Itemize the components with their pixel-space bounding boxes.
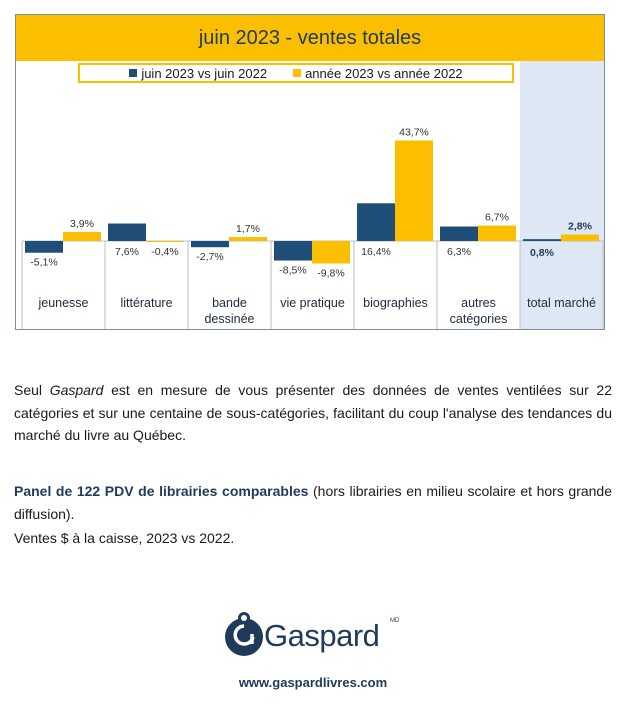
bar-s1-6	[523, 239, 561, 241]
bar-s1-4	[357, 203, 395, 241]
data-label: 6,3%	[447, 246, 471, 258]
logo-trademark: MD	[390, 618, 400, 624]
data-label: 1,7%	[236, 223, 260, 235]
highlight-background	[520, 61, 604, 329]
category-label: jeunesse	[37, 296, 88, 310]
bar-s1-3	[274, 241, 312, 261]
logo-wordmark: Gaspard	[264, 618, 380, 653]
bar-s2-3	[312, 241, 350, 264]
website-link[interactable]: www.gaspardlivres.com	[238, 675, 388, 690]
bar-s2-2	[229, 237, 267, 241]
chart-plot: -5,1% 7,6% -2,7% -8,5% 16,4% 6,3% 0,8% 3,9% -0,4…	[21, 61, 604, 329]
intro-text-start: Seul	[14, 382, 50, 398]
bar-s2-6	[561, 234, 599, 241]
data-label: -9,8%	[317, 268, 344, 280]
legend-swatch-series-1	[129, 69, 138, 77]
data-label: -0,4%	[151, 246, 178, 258]
gaspard-logo[interactable]: Gaspard MD	[222, 610, 402, 660]
data-label: -8,5%	[279, 265, 306, 277]
panel-strong-text: Panel de 122 PDV de librairies comparabl…	[14, 483, 309, 499]
intro-text-end: est en mesure de vous présenter des donn…	[14, 382, 612, 443]
bar-s1-2	[191, 241, 229, 248]
legend-item-series-1: juin 2023 vs juin 2022	[129, 66, 267, 81]
bar-s2-0	[63, 232, 101, 241]
bar-s2-5	[478, 225, 516, 241]
bar-s2-1	[146, 241, 184, 242]
gaspard-logo-icon	[225, 612, 263, 656]
legend-label-series-1: juin 2023 vs juin 2022	[141, 65, 268, 81]
data-label: 2,8%	[568, 221, 593, 233]
category-label: autres catégories	[450, 296, 508, 326]
legend-item-series-2: année 2023 vs année 2022	[293, 66, 463, 81]
panel-paragraph: Panel de 122 PDV de librairies comparabl…	[14, 480, 612, 525]
data-label: 7,6%	[115, 246, 139, 258]
legend-label-series-2: année 2023 vs année 2022	[305, 65, 463, 81]
chart-frame: -5,1% 7,6% -2,7% -8,5% 16,4% 6,3% 0,8% 3,9% -0,4…	[15, 14, 605, 330]
intro-paragraph: Seul Gaspard est en mesure de vous prése…	[14, 379, 612, 447]
data-label: -5,1%	[30, 257, 57, 269]
data-label: 3,9%	[70, 218, 94, 230]
data-label: 6,7%	[485, 212, 509, 224]
category-label: total marché	[527, 296, 596, 310]
category-label: biographies	[363, 296, 428, 310]
data-label: 0,8%	[530, 247, 555, 259]
chart-legend: juin 2023 vs juin 2022 année 2023 vs ann…	[78, 63, 514, 83]
bar-s1-1	[108, 223, 146, 241]
chart-title-bar: juin 2023 - ventes totales	[16, 15, 604, 61]
legend-swatch-series-2	[293, 69, 302, 77]
data-label: 43,7%	[399, 126, 429, 138]
category-label: bande dessinée	[204, 296, 254, 326]
sales-note: Ventes $ à la caisse, 2023 vs 2022.	[14, 530, 235, 546]
panel-rest-text: (hors librairies en milieu scolaire et h…	[14, 483, 612, 522]
bar-s2-4	[395, 140, 433, 241]
data-label: 16,4%	[361, 246, 391, 258]
data-label: -2,7%	[196, 251, 223, 263]
intro-brand: Gaspard	[49, 382, 104, 398]
bar-s1-0	[25, 241, 63, 253]
category-label: vie pratique	[280, 296, 345, 310]
category-label: littérature	[120, 296, 172, 310]
bar-s1-5	[440, 226, 478, 241]
chart-title: juin 2023 - ventes totales	[198, 26, 422, 49]
